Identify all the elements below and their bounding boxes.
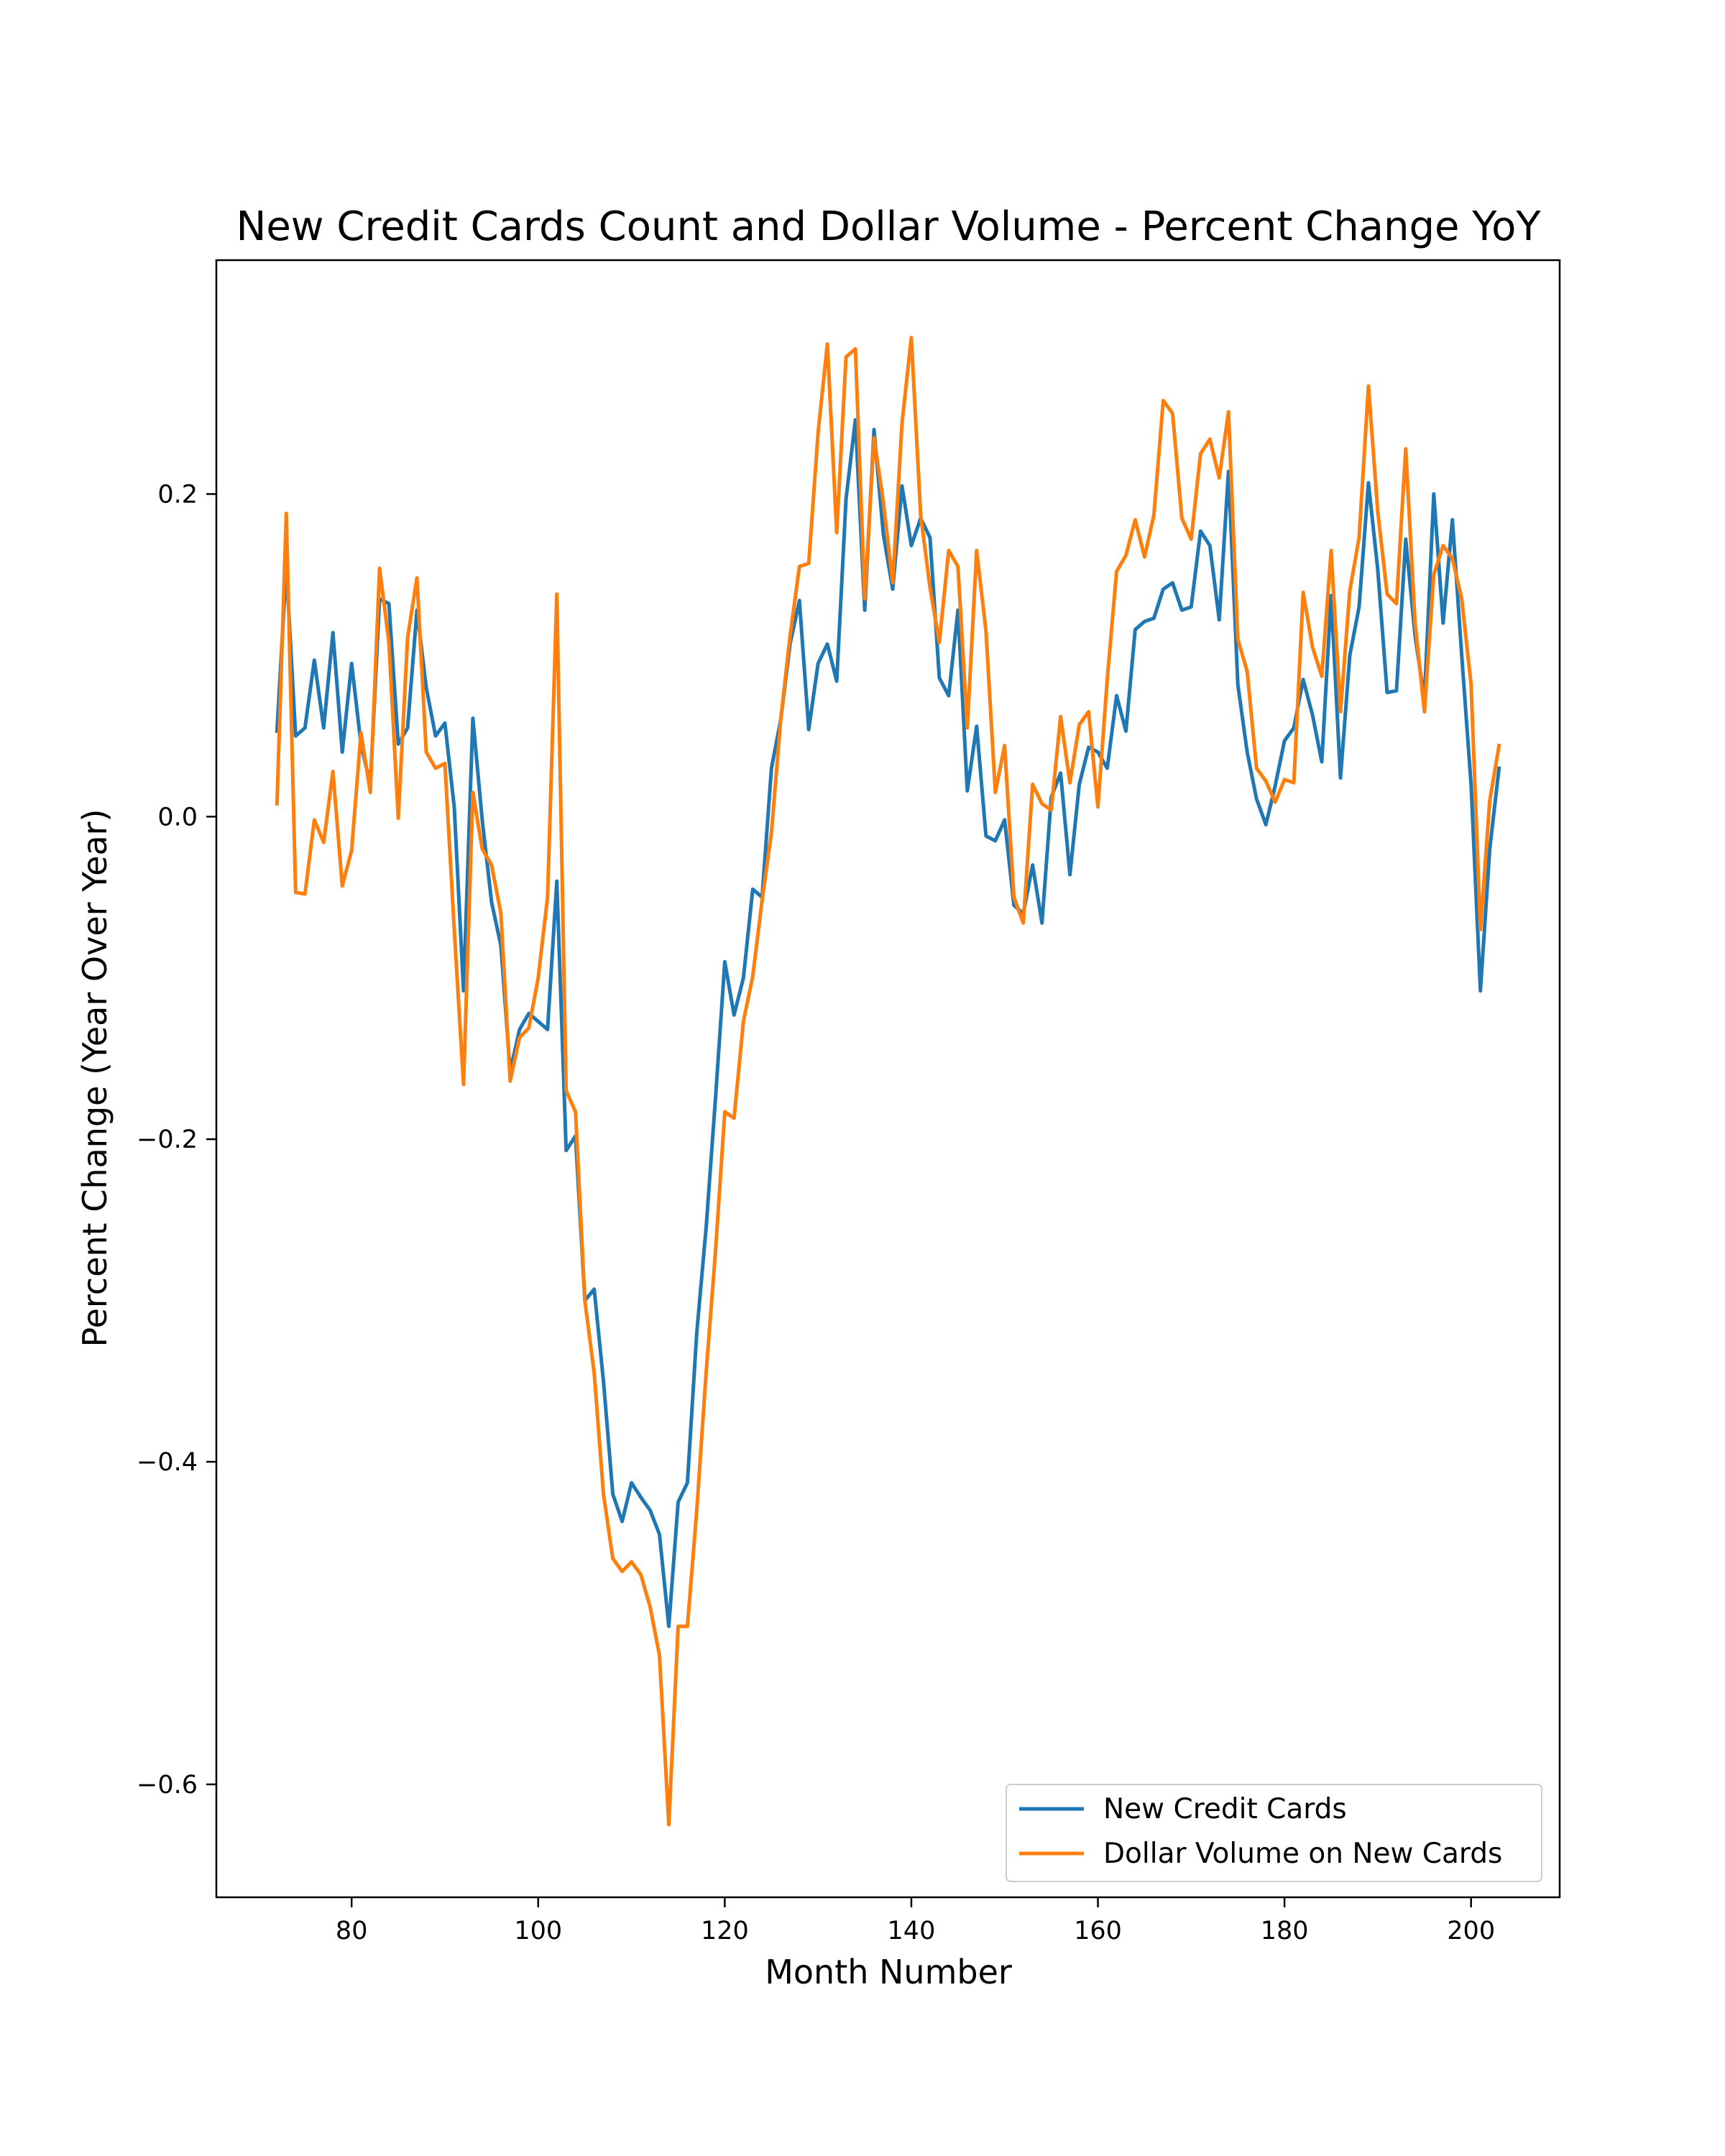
- series-line-dollar-volume: [275, 336, 1501, 1827]
- x-tick-label: 180: [1261, 1917, 1309, 1945]
- x-tick-label: 140: [888, 1917, 936, 1945]
- x-tick-label: 80: [336, 1917, 368, 1945]
- y-tick-label: −0.6: [137, 1771, 198, 1800]
- y-tick-label: 0.2: [157, 480, 198, 509]
- x-tick-label: 200: [1447, 1917, 1495, 1945]
- series-layer: [275, 336, 1501, 1827]
- y-axis: −0.6 −0.4 −0.2 0.0 0.2: [137, 480, 216, 1800]
- legend-label-dollar-volume: Dollar Volume on New Cards: [1103, 1838, 1502, 1870]
- y-tick-label: 0.0: [157, 803, 198, 831]
- x-tick-label: 100: [514, 1917, 562, 1945]
- legend-label-new-credit-cards: New Credit Cards: [1103, 1793, 1347, 1825]
- y-tick-label: −0.2: [137, 1125, 198, 1154]
- x-tick-label: 160: [1074, 1917, 1122, 1945]
- x-axis-label: Month Number: [765, 1953, 1012, 1991]
- x-tick-label: 120: [701, 1917, 749, 1945]
- chart-title: New Credit Cards Count and Dollar Volume…: [236, 203, 1541, 250]
- y-tick-label: −0.4: [137, 1448, 198, 1477]
- legend: New Credit Cards Dollar Volume on New Ca…: [1006, 1784, 1542, 1882]
- y-axis-label: Percent Change (Year Over Year): [75, 808, 114, 1347]
- x-axis: 80 100 120 140 160 180 200: [336, 1897, 1495, 1945]
- axes-frame: [215, 259, 1561, 1899]
- plot-area: [215, 259, 1561, 1899]
- legend-box: [1006, 1784, 1542, 1882]
